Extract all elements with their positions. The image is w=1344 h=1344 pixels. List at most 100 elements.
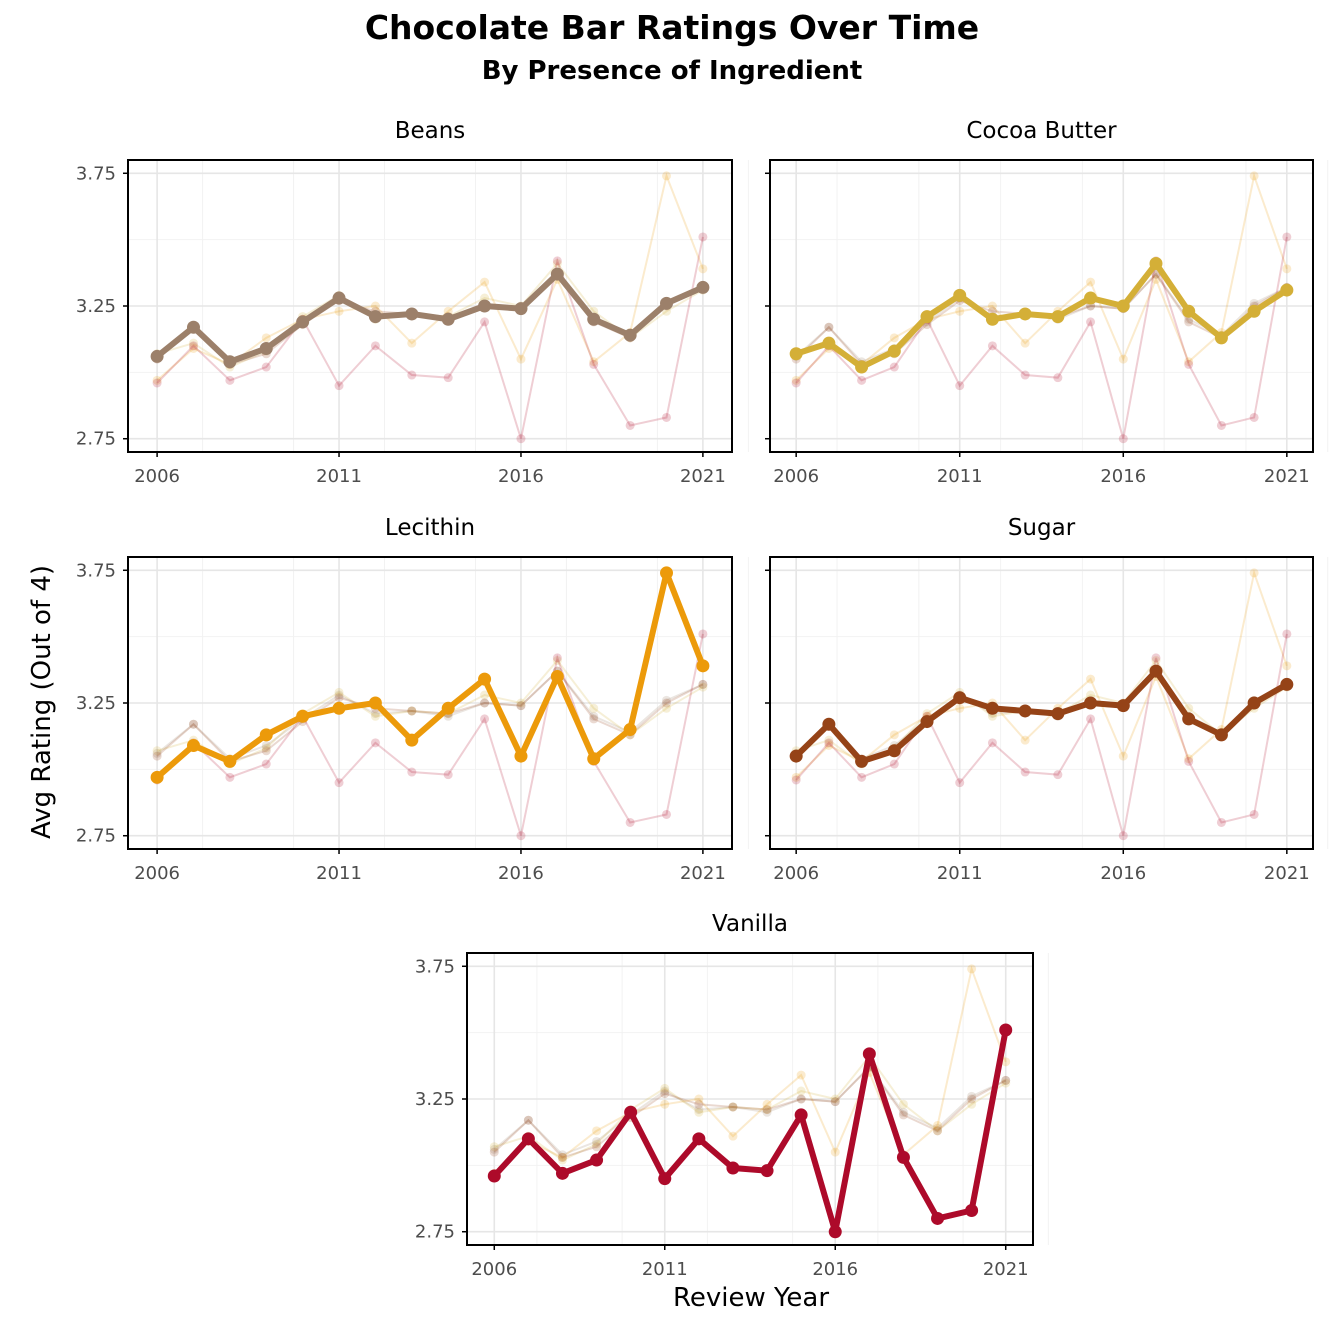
background-point-cocoa-butter — [728, 1102, 738, 1112]
background-point-beans — [933, 1123, 943, 1133]
x-tick-label: 2011 — [316, 466, 362, 487]
background-point-cocoa-butter — [589, 703, 599, 713]
background-point-vanilla — [1216, 817, 1226, 827]
background-point-sugar — [698, 679, 708, 689]
data-point-cocoa-butter — [1018, 307, 1032, 321]
background-point-lecithin — [728, 1131, 738, 1141]
x-tick-label: 2016 — [1100, 466, 1146, 487]
data-point-sugar — [1051, 707, 1065, 721]
background-point-vanilla — [334, 381, 344, 391]
data-point-cocoa-butter — [1084, 291, 1098, 305]
data-point-sugar — [1018, 704, 1032, 718]
data-point-lecithin — [405, 733, 419, 747]
background-point-vanilla — [1151, 653, 1161, 663]
data-point-lecithin — [368, 696, 382, 710]
background-point-vanilla — [188, 341, 198, 351]
background-point-vanilla — [662, 809, 672, 819]
series-line-vanilla — [491, 1026, 1009, 1235]
background-point-vanilla — [824, 738, 834, 748]
facet-panel-beans: Beans 2006 2011 2016 2021 2.75 3.25 3.75 — [76, 118, 749, 487]
background-point-vanilla — [625, 420, 635, 430]
x-tick-label: 2011 — [316, 863, 362, 884]
background-point-vanilla — [1184, 359, 1194, 369]
data-point-lecithin — [223, 754, 237, 768]
y-tick-label: 2.75 — [415, 1222, 455, 1243]
background-point-lecithin — [557, 1152, 567, 1162]
background-series-line-lecithin — [493, 965, 1007, 1175]
data-point-vanilla — [521, 1132, 535, 1146]
background-point-vanilla — [1249, 412, 1259, 422]
background-series-line-cocoa-butter — [156, 658, 704, 766]
data-point-lecithin — [696, 659, 710, 673]
background-point-vanilla — [443, 770, 453, 780]
background-point-vanilla — [370, 341, 380, 351]
background-point-sugar — [1184, 317, 1194, 327]
background-point-sugar — [762, 1105, 772, 1115]
data-point-vanilla — [692, 1132, 706, 1146]
background-point-sugar — [933, 1126, 943, 1136]
background-point-vanilla — [1053, 770, 1063, 780]
x-tick-label: 2006 — [134, 466, 180, 487]
data-point-beans — [478, 299, 492, 313]
data-point-sugar — [1247, 696, 1261, 710]
background-point-beans — [796, 1094, 806, 1104]
series-line-cocoa-butter — [793, 260, 1290, 371]
background-point-sugar — [830, 1097, 840, 1107]
background-point-lecithin — [955, 703, 965, 713]
data-point-sugar — [1214, 728, 1228, 742]
x-tick-label: 2011 — [642, 1259, 688, 1280]
data-point-vanilla — [760, 1164, 774, 1178]
data-point-sugar — [1149, 664, 1163, 678]
background-series-line-lecithin — [795, 569, 1288, 779]
background-series-line-beans — [156, 669, 704, 760]
background-point-lecithin — [1184, 357, 1194, 367]
data-point-cocoa-butter — [1214, 331, 1228, 345]
background-point-beans — [592, 1136, 602, 1146]
y-tick-label: 2.75 — [76, 429, 116, 450]
background-point-sugar — [1001, 1075, 1011, 1085]
background-point-beans — [1001, 1075, 1011, 1085]
series-line-beans — [154, 271, 706, 365]
background-point-lecithin — [967, 964, 977, 974]
background-point-lecithin — [1001, 1057, 1011, 1067]
background-point-vanilla — [480, 714, 490, 724]
data-point-sugar — [1182, 712, 1196, 726]
background-point-vanilla — [1184, 756, 1194, 766]
background-point-vanilla — [261, 759, 271, 769]
background-point-vanilla — [552, 653, 562, 663]
data-point-vanilla — [862, 1047, 876, 1061]
background-point-vanilla — [955, 778, 965, 788]
background-point-sugar — [480, 698, 490, 708]
facet-title: Vanilla — [712, 911, 788, 937]
background-point-cocoa-butter — [796, 1086, 806, 1096]
background-point-vanilla — [407, 370, 417, 380]
background-point-sugar — [694, 1099, 704, 1109]
background-point-cocoa-butter — [830, 1094, 840, 1104]
background-point-sugar — [489, 1147, 499, 1157]
background-point-beans — [334, 690, 344, 700]
background-point-vanilla — [1118, 831, 1128, 841]
facet-panel-lecithin: Lecithin 2006 2011 2016 2021 2.75 3.25 3.75 — [76, 515, 749, 884]
background-point-vanilla — [857, 772, 867, 782]
background-point-lecithin — [589, 357, 599, 367]
data-point-beans — [368, 310, 382, 324]
background-point-sugar — [334, 693, 344, 703]
background-point-cocoa-butter — [557, 1155, 567, 1165]
background-point-lecithin — [955, 306, 965, 316]
data-point-beans — [550, 267, 564, 281]
background-point-cocoa-butter — [592, 1139, 602, 1149]
background-point-vanilla — [407, 767, 417, 777]
background-point-beans — [967, 1091, 977, 1101]
y-tick-label: 3.75 — [76, 163, 116, 184]
background-series-line-vanilla — [795, 633, 1288, 836]
background-point-vanilla — [955, 381, 965, 391]
background-series-line-vanilla — [795, 236, 1288, 439]
data-point-lecithin — [550, 669, 564, 683]
data-point-lecithin — [296, 709, 310, 723]
y-tick-label: 3.25 — [76, 296, 116, 317]
background-point-lecithin — [698, 264, 708, 274]
background-point-cocoa-butter — [967, 1099, 977, 1109]
background-point-cocoa-butter — [480, 690, 490, 700]
data-point-vanilla — [555, 1166, 569, 1180]
data-point-sugar — [887, 744, 901, 758]
